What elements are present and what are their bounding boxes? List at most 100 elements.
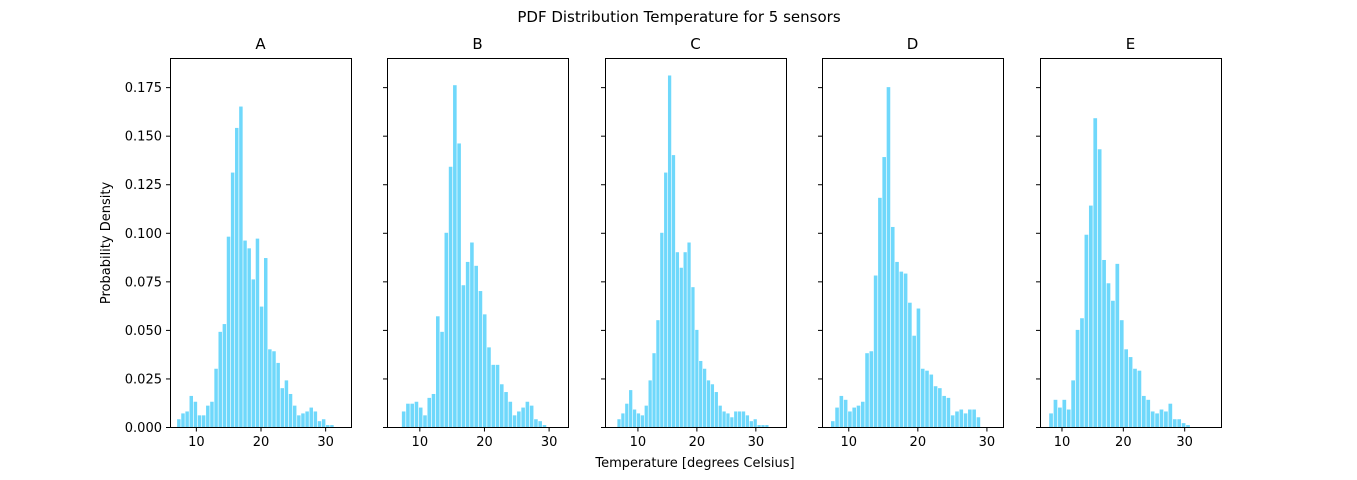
- histogram-bar: [912, 335, 916, 427]
- x-tick-label: 10: [630, 435, 647, 450]
- panel-e: E 10 20 30: [1036, 35, 1222, 450]
- histogram-bar: [869, 351, 874, 427]
- histogram-bar: [714, 392, 718, 427]
- histogram-bar: [664, 172, 668, 427]
- histogram-bar: [695, 329, 699, 427]
- histogram-bar: [193, 401, 198, 427]
- histogram-bar: [284, 380, 289, 427]
- axes-frame: [822, 58, 1004, 428]
- histogram-bar: [301, 413, 305, 427]
- histogram-bar: [886, 87, 891, 427]
- histogram-bar: [865, 353, 869, 427]
- histogram-bar: [259, 306, 264, 427]
- histogram-bar: [210, 401, 214, 427]
- y-tick-label: 0.050: [125, 324, 162, 339]
- histogram-bar: [629, 390, 633, 427]
- histogram-bar: [963, 413, 968, 427]
- histogram-bar: [1141, 395, 1146, 427]
- histogram-bar: [235, 127, 239, 428]
- histogram-bar: [1168, 403, 1173, 427]
- histogram-bar: [1053, 399, 1058, 427]
- histogram-bar: [929, 374, 934, 427]
- histogram-bar: [920, 368, 925, 427]
- histogram-bar: [1146, 399, 1151, 427]
- histogram-bar: [839, 395, 844, 427]
- histogram-bar: [1119, 320, 1124, 427]
- y-tick-label: 0.175: [125, 81, 162, 96]
- histogram-bar: [440, 331, 444, 427]
- panel-c: C 10 20 30: [601, 35, 787, 450]
- histogram-bar: [687, 242, 691, 427]
- histogram-bar: [734, 411, 738, 427]
- histogram-bar: [702, 368, 707, 427]
- histogram-bar: [671, 155, 676, 428]
- histogram-bar: [1111, 300, 1115, 427]
- panel-a: A 0.000 0.025 0.050 0.075 0.100 0.125 0.150 0.17…: [125, 35, 352, 450]
- histogram-bar: [730, 417, 734, 427]
- histogram-bar: [330, 425, 334, 427]
- histogram-bar: [276, 362, 280, 427]
- histogram-bar: [873, 275, 878, 427]
- histogram-bar: [710, 384, 715, 427]
- histogram-bar: [648, 380, 652, 427]
- histogram-bar: [625, 403, 629, 427]
- histogram-bar: [1049, 413, 1053, 427]
- histogram-bar: [461, 285, 466, 427]
- histogram-bar: [1155, 413, 1159, 427]
- y-axis-label: Probability Density: [99, 182, 114, 305]
- histogram-bar: [487, 347, 491, 427]
- x-tick-label: 10: [840, 435, 857, 450]
- histogram-bar: [482, 314, 487, 427]
- histogram-bar: [512, 415, 517, 427]
- x-tick-label: 10: [1054, 435, 1071, 450]
- histogram-bar: [185, 411, 189, 427]
- histogram-bar: [538, 421, 542, 427]
- x-tick-label: 20: [476, 435, 493, 450]
- histogram-bar: [848, 411, 852, 427]
- histogram-bar: [222, 324, 227, 427]
- histogram-bar: [1186, 425, 1190, 427]
- histogram-bar: [431, 393, 436, 427]
- histogram-bar: [504, 392, 508, 427]
- axes-frame: [605, 58, 787, 428]
- histogram-bar: [1124, 349, 1129, 427]
- histogram-bar: [738, 411, 742, 427]
- histogram-bar: [230, 172, 235, 427]
- histogram-bar: [321, 419, 326, 427]
- x-tick-label: 10: [188, 435, 205, 450]
- panel-d: D 10 20 30: [818, 35, 1004, 450]
- histogram-bar: [423, 415, 427, 427]
- histogram-bar: [656, 320, 660, 427]
- histogram-bar: [317, 421, 322, 427]
- histogram-bar: [683, 252, 687, 427]
- histogram-bar: [882, 157, 886, 428]
- histogram-bar: [1181, 423, 1186, 427]
- y-tick-label: 0.025: [125, 372, 162, 387]
- histogram-bar: [453, 85, 457, 427]
- panel-title: E: [1126, 35, 1135, 53]
- histogram-bar: [189, 395, 193, 427]
- histogram-bar: [835, 407, 839, 427]
- x-axis-label: Temperature [degrees Celsius]: [594, 456, 794, 471]
- histogram-bar: [1066, 409, 1071, 427]
- histogram-bar: [933, 386, 938, 427]
- panel-title: A: [255, 35, 266, 53]
- histogram-bar: [201, 415, 206, 427]
- histogram-bar: [903, 273, 908, 427]
- histogram-bar: [916, 308, 921, 427]
- histogram-bar: [263, 258, 268, 427]
- histogram-bar: [1164, 411, 1168, 427]
- histogram-bar: [1062, 399, 1067, 427]
- panels-group: A 0.000 0.025 0.050 0.075 0.100 0.125 0.150 0.17…: [125, 35, 1222, 450]
- histogram-bar: [495, 364, 500, 427]
- axes-frame: [1040, 58, 1222, 428]
- histogram-bar: [749, 421, 753, 427]
- x-tick-label: 30: [541, 435, 558, 450]
- histogram-bar: [465, 261, 470, 427]
- histogram-bar: [529, 405, 534, 427]
- histogram-bar: [508, 401, 513, 427]
- histogram-bar: [292, 405, 297, 427]
- y-tick-label: 0.100: [125, 227, 162, 242]
- x-tick-label: 10: [412, 435, 429, 450]
